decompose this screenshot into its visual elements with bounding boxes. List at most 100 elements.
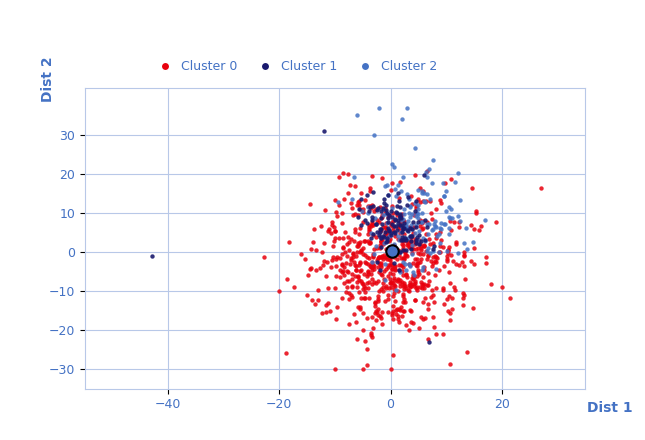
Point — [406, 249, 417, 257]
Point — [362, 272, 372, 279]
Point — [378, 224, 388, 231]
Point — [388, 209, 398, 216]
Point — [377, 236, 387, 243]
Point — [370, 298, 381, 305]
Point — [414, 231, 424, 238]
Point — [375, 261, 386, 268]
Point — [332, 303, 342, 310]
Point — [417, 209, 427, 216]
Point — [406, 234, 416, 241]
Point — [401, 238, 411, 245]
Point — [356, 190, 366, 197]
Point — [419, 280, 429, 287]
Point — [381, 230, 392, 237]
Point — [432, 265, 442, 272]
Point — [394, 222, 404, 229]
Point — [401, 252, 412, 259]
Point — [353, 197, 364, 204]
Point — [332, 253, 342, 260]
Point — [459, 252, 469, 259]
Point — [382, 261, 393, 268]
Point — [408, 229, 419, 236]
Point — [321, 302, 331, 309]
Point — [411, 285, 421, 292]
Point — [360, 337, 370, 345]
Point — [313, 296, 323, 303]
Point — [331, 256, 341, 263]
Point — [444, 316, 455, 323]
Point — [452, 250, 462, 257]
Point — [379, 239, 389, 246]
Point — [373, 312, 383, 319]
Point — [419, 243, 429, 250]
Point — [373, 293, 383, 300]
Point — [401, 241, 412, 248]
Point — [388, 218, 398, 225]
Point — [399, 295, 410, 302]
Point — [353, 288, 364, 295]
Point — [368, 246, 379, 253]
Point — [344, 247, 354, 254]
Point — [398, 225, 408, 232]
Point — [384, 279, 395, 286]
Point — [439, 192, 449, 199]
Point — [360, 258, 370, 265]
Point — [365, 202, 375, 209]
Point — [431, 330, 441, 337]
Point — [401, 271, 411, 278]
Point — [354, 276, 364, 283]
Point — [389, 263, 399, 270]
Point — [392, 255, 402, 262]
Point — [415, 185, 425, 192]
Point — [419, 241, 430, 248]
Point — [415, 250, 425, 257]
Point — [423, 277, 433, 284]
Point — [330, 227, 341, 234]
Point — [344, 238, 354, 246]
Point — [367, 218, 377, 225]
Point — [401, 201, 412, 208]
Point — [397, 224, 408, 231]
Point — [408, 241, 418, 248]
Point — [393, 224, 403, 231]
Point — [375, 226, 385, 233]
Point — [339, 271, 349, 279]
Point — [408, 268, 419, 275]
Point — [356, 196, 366, 203]
Point — [441, 207, 451, 214]
Point — [368, 231, 379, 238]
Point — [417, 226, 428, 233]
Point — [319, 128, 329, 135]
Point — [462, 246, 472, 253]
Point — [319, 239, 330, 246]
Point — [410, 200, 420, 207]
Point — [385, 246, 395, 253]
Point — [441, 188, 451, 195]
Point — [419, 198, 429, 205]
Point — [395, 216, 406, 223]
Point — [405, 202, 415, 209]
Point — [360, 289, 370, 296]
Point — [386, 283, 396, 290]
Point — [328, 223, 339, 230]
Point — [387, 309, 397, 316]
Point — [380, 229, 390, 236]
Point — [372, 244, 382, 251]
Point — [377, 253, 388, 260]
Point — [395, 276, 405, 283]
Point — [405, 243, 415, 250]
Point — [364, 254, 375, 261]
Point — [415, 223, 425, 230]
Point — [337, 250, 348, 257]
Point — [391, 286, 401, 293]
Point — [354, 205, 364, 212]
Point — [386, 279, 396, 286]
Point — [419, 266, 430, 273]
Point — [368, 262, 379, 269]
Point — [383, 227, 393, 235]
Point — [366, 221, 377, 228]
Point — [325, 308, 335, 315]
Point — [390, 266, 400, 273]
Point — [353, 214, 363, 221]
Point — [366, 270, 376, 277]
